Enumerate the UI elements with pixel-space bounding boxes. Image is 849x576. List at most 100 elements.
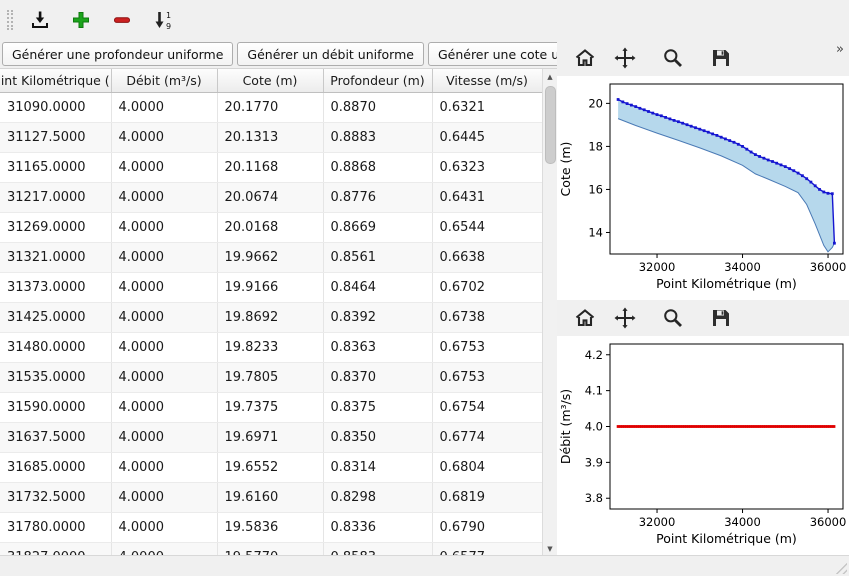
table-cell[interactable]: 4.0000 [111, 242, 218, 273]
table-cell[interactable]: 31827.0000 [0, 542, 112, 555]
table-cell[interactable]: 4.0000 [111, 422, 218, 453]
pan-button[interactable] [610, 303, 640, 333]
column-header[interactable]: int Kilométrique ( [0, 69, 112, 93]
toolbar-overflow-button[interactable]: » [836, 42, 844, 57]
table-cell[interactable]: 0.6790 [432, 512, 543, 543]
zoom-button[interactable] [658, 303, 688, 333]
table-cell[interactable]: 19.5836 [217, 512, 324, 543]
table-cell[interactable]: 4.0000 [111, 212, 218, 243]
table-cell[interactable]: 0.8583 [323, 542, 433, 555]
table-row[interactable]: 31165.0000 4.0000 20.1168 0.8868 0.6323 [0, 152, 543, 183]
table-cell[interactable]: 19.7375 [217, 392, 324, 423]
table-row[interactable]: 31269.0000 4.0000 20.0168 0.8669 0.6544 [0, 212, 543, 243]
table-cell[interactable]: 19.9166 [217, 272, 324, 303]
generate-flow-button[interactable]: Générer un débit uniforme [237, 42, 424, 66]
table-cell[interactable]: 0.6577 [432, 542, 543, 555]
table-row[interactable]: 31425.0000 4.0000 19.8692 0.8392 0.6738 [0, 302, 543, 333]
table-row[interactable]: 31535.0000 4.0000 19.7805 0.8370 0.6753 [0, 362, 543, 393]
table-cell[interactable]: 19.5770 [217, 542, 324, 555]
table-cell[interactable]: 0.8868 [323, 152, 433, 183]
save-figure-button[interactable] [706, 43, 736, 73]
scrollbar-thumb[interactable] [545, 86, 556, 164]
resize-grip-icon[interactable] [835, 562, 847, 574]
table-cell[interactable]: 19.7805 [217, 362, 324, 393]
table-cell[interactable]: 20.1770 [217, 92, 324, 123]
table-cell[interactable]: 31321.0000 [0, 242, 112, 273]
table-cell[interactable]: 0.8336 [323, 512, 433, 543]
table-cell[interactable]: 31127.5000 [0, 122, 112, 153]
table-cell[interactable]: 0.6753 [432, 332, 543, 363]
table-cell[interactable]: 0.6702 [432, 272, 543, 303]
table-cell[interactable]: 4.0000 [111, 152, 218, 183]
table-cell[interactable]: 0.8464 [323, 272, 433, 303]
table-cell[interactable]: 0.6431 [432, 182, 543, 213]
table-cell[interactable]: 0.8363 [323, 332, 433, 363]
table-cell[interactable]: 0.8561 [323, 242, 433, 273]
zoom-button[interactable] [658, 43, 688, 73]
table-cell[interactable]: 0.8298 [323, 482, 433, 513]
table-cell[interactable]: 19.8233 [217, 332, 324, 363]
table-cell[interactable]: 0.8392 [323, 302, 433, 333]
table-cell[interactable]: 0.6638 [432, 242, 543, 273]
table-cell[interactable]: 0.6323 [432, 152, 543, 183]
scroll-up-button[interactable]: ▲ [547, 72, 553, 81]
cote-chart[interactable]: 32000 34000 36000 14 16 18 20 Point Kilométriqu… [557, 76, 849, 300]
table-cell[interactable]: 4.0000 [111, 122, 218, 153]
column-header[interactable]: Profondeur (m) [323, 69, 433, 93]
table-cell[interactable]: 4.0000 [111, 362, 218, 393]
table-row[interactable]: 31780.0000 4.0000 19.5836 0.8336 0.6790 [0, 512, 543, 543]
table-cell[interactable]: 0.6738 [432, 302, 543, 333]
table-cell[interactable]: 20.1313 [217, 122, 324, 153]
table-cell[interactable]: 0.6774 [432, 422, 543, 453]
table-cell[interactable]: 31535.0000 [0, 362, 112, 393]
save-figure-button[interactable] [706, 303, 736, 333]
table-cell[interactable]: 4.0000 [111, 542, 218, 555]
table-cell[interactable]: 4.0000 [111, 182, 218, 213]
table-cell[interactable]: 4.0000 [111, 92, 218, 123]
toolbar-grip[interactable] [7, 10, 13, 30]
column-header[interactable]: Vitesse (m/s) [432, 69, 543, 93]
table-row[interactable]: 31637.5000 4.0000 19.6971 0.8350 0.6774 [0, 422, 543, 453]
scroll-down-button[interactable]: ▼ [547, 544, 553, 553]
table-cell[interactable]: 0.8314 [323, 452, 433, 483]
table-cell[interactable]: 0.6544 [432, 212, 543, 243]
table-row[interactable]: 31217.0000 4.0000 20.0674 0.8776 0.6431 [0, 182, 543, 213]
table-cell[interactable]: 31685.0000 [0, 452, 112, 483]
table-cell[interactable]: 19.9662 [217, 242, 324, 273]
table-cell[interactable]: 0.6819 [432, 482, 543, 513]
table-cell[interactable]: 0.8370 [323, 362, 433, 393]
home-button[interactable] [570, 43, 600, 73]
table-cell[interactable]: 0.8669 [323, 212, 433, 243]
table-cell[interactable]: 19.6552 [217, 452, 324, 483]
add-row-button[interactable] [67, 6, 95, 34]
table-cell[interactable]: 19.6971 [217, 422, 324, 453]
table-cell[interactable]: 4.0000 [111, 272, 218, 303]
table-cell[interactable]: 0.6321 [432, 92, 543, 123]
table-cell[interactable]: 4.0000 [111, 482, 218, 513]
table-cell[interactable]: 0.6804 [432, 452, 543, 483]
table-row[interactable]: 31127.5000 4.0000 20.1313 0.8883 0.6445 [0, 122, 543, 153]
table-cell[interactable]: 31780.0000 [0, 512, 112, 543]
table-row[interactable]: 31321.0000 4.0000 19.9662 0.8561 0.6638 [0, 242, 543, 273]
table-cell[interactable]: 31637.5000 [0, 422, 112, 453]
table-cell[interactable]: 0.8776 [323, 182, 433, 213]
table-cell[interactable]: 4.0000 [111, 392, 218, 423]
table-cell[interactable]: 31165.0000 [0, 152, 112, 183]
table-cell[interactable]: 4.0000 [111, 302, 218, 333]
table-cell[interactable]: 19.6160 [217, 482, 324, 513]
vertical-scrollbar[interactable]: ▲ ▼ [542, 69, 557, 555]
table-row[interactable]: 31590.0000 4.0000 19.7375 0.8375 0.6754 [0, 392, 543, 423]
table-cell[interactable]: 20.1168 [217, 152, 324, 183]
table-cell[interactable]: 0.6445 [432, 122, 543, 153]
table-cell[interactable]: 0.8350 [323, 422, 433, 453]
table-row[interactable]: 31373.0000 4.0000 19.9166 0.8464 0.6702 [0, 272, 543, 303]
table-cell[interactable]: 0.6753 [432, 362, 543, 393]
home-button[interactable] [570, 303, 600, 333]
pan-button[interactable] [610, 43, 640, 73]
table-cell[interactable]: 31590.0000 [0, 392, 112, 423]
table-cell[interactable]: 19.8692 [217, 302, 324, 333]
import-button[interactable] [26, 6, 54, 34]
table-cell[interactable]: 31217.0000 [0, 182, 112, 213]
table-cell[interactable]: 31480.0000 [0, 332, 112, 363]
